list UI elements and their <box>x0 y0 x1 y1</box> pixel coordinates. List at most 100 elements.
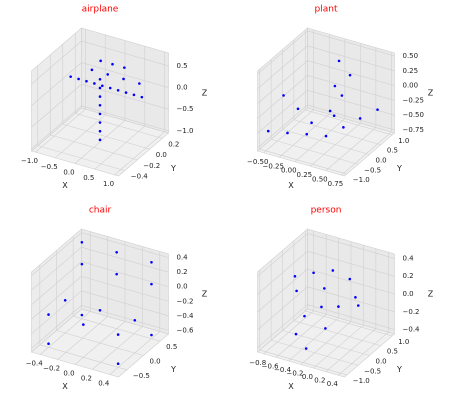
grid-line <box>31 232 82 276</box>
grid-line <box>259 148 347 175</box>
grid-line <box>293 119 381 146</box>
grid-line <box>62 123 150 150</box>
z-tick-label: 0.0 <box>177 283 188 291</box>
z-tick-label: −0.4 <box>403 326 421 334</box>
point <box>98 121 102 124</box>
z-tick-label: 0.50 <box>403 52 419 60</box>
z-tick-label: −0.4 <box>177 312 195 320</box>
grid-line <box>257 304 308 348</box>
x-tick-label: 1.0 <box>103 180 114 188</box>
y-tick-label: −1.0 <box>353 377 370 385</box>
point <box>98 308 102 312</box>
point <box>304 347 308 350</box>
point <box>356 304 360 307</box>
grid-line <box>257 45 308 90</box>
y-tick-label: −0.4 <box>131 173 149 181</box>
point <box>310 121 313 125</box>
grid-line <box>257 250 308 295</box>
chart-title: plant <box>315 5 338 15</box>
x-tick-label: −0.2 <box>43 365 60 373</box>
grid-line <box>257 233 308 277</box>
point <box>80 313 84 317</box>
x-tick-label: 0.2 <box>314 377 325 385</box>
grid-line <box>81 83 169 110</box>
y-tick-label: −0.5 <box>364 166 381 174</box>
point <box>331 269 335 272</box>
point <box>293 274 297 278</box>
grid-line <box>75 113 163 139</box>
x-tick-label: 0.00 <box>281 167 297 175</box>
grid-line <box>31 305 82 349</box>
grid-line <box>305 310 393 337</box>
point <box>63 298 67 302</box>
point <box>116 333 120 336</box>
chart-title: airplane <box>82 5 119 15</box>
y-tick-label: 0.5 <box>387 147 398 155</box>
x-tick-label: −0.25 <box>263 162 284 170</box>
z-tick-label: −0.6 <box>177 326 195 334</box>
x-tick-label: −0.4 <box>26 360 44 368</box>
x-tick-label: −0.6 <box>262 362 280 370</box>
grid-line <box>81 62 169 88</box>
z-tick-label: −1.0 <box>177 127 194 135</box>
point <box>108 86 112 90</box>
x-axis-label: X <box>288 181 294 190</box>
x-tick-label: −0.2 <box>287 370 304 378</box>
point <box>98 112 102 116</box>
point <box>99 59 102 63</box>
z-tick-label: 0.2 <box>177 268 188 276</box>
point <box>303 314 306 318</box>
grid-line <box>37 145 125 171</box>
point <box>82 323 85 326</box>
point <box>333 84 337 88</box>
x-tick-label: 0.25 <box>297 171 313 179</box>
x-tick-label: 0.4 <box>327 380 339 388</box>
z-tick-label: 0.0 <box>177 84 188 92</box>
z-tick-label: −0.2 <box>177 297 194 305</box>
grid-line <box>81 246 169 273</box>
point <box>98 103 102 107</box>
grid-line <box>259 349 347 376</box>
point <box>69 75 72 78</box>
point <box>100 84 104 88</box>
y-tick-label: −1.0 <box>353 176 370 184</box>
grid-line <box>307 89 395 116</box>
y-tick-label: −0.5 <box>364 367 381 375</box>
point <box>328 109 332 113</box>
y-tick-label: 0.0 <box>150 358 161 366</box>
point <box>93 82 96 85</box>
point <box>98 77 102 81</box>
x-axis-label: X <box>62 382 68 391</box>
z-axis-label: Z <box>202 290 208 299</box>
x-tick-label: −0.8 <box>249 359 266 367</box>
x-tick-label: 0.5 <box>83 174 94 182</box>
point <box>77 77 80 81</box>
point <box>140 95 144 99</box>
point <box>106 73 110 76</box>
grid-line <box>56 330 144 356</box>
point <box>348 73 352 77</box>
grid-line <box>31 62 82 106</box>
x-tick-label: −0.4 <box>274 366 292 374</box>
point <box>358 117 362 120</box>
grid-line <box>31 276 82 320</box>
point <box>295 289 298 293</box>
grid-line <box>31 261 82 305</box>
grid-line <box>31 246 82 291</box>
y-tick-label: 0.0 <box>156 151 167 159</box>
point <box>320 305 323 309</box>
grid-line <box>307 286 395 313</box>
x-tick-label: −0.5 <box>41 163 58 171</box>
grid-line <box>305 109 393 136</box>
point <box>132 93 136 97</box>
point <box>342 126 345 129</box>
y-tick-label: 1.0 <box>398 338 409 346</box>
point <box>296 107 300 111</box>
subplot: −0.50−0.250.000.250.500.75−1.0−0.50.00.5… <box>247 5 434 191</box>
x-tick-label: 0.0 <box>302 373 313 381</box>
point <box>98 95 102 98</box>
point <box>150 261 153 264</box>
x-tick-label: 0.50 <box>312 176 328 184</box>
grid-line <box>257 286 308 331</box>
point <box>138 82 141 85</box>
